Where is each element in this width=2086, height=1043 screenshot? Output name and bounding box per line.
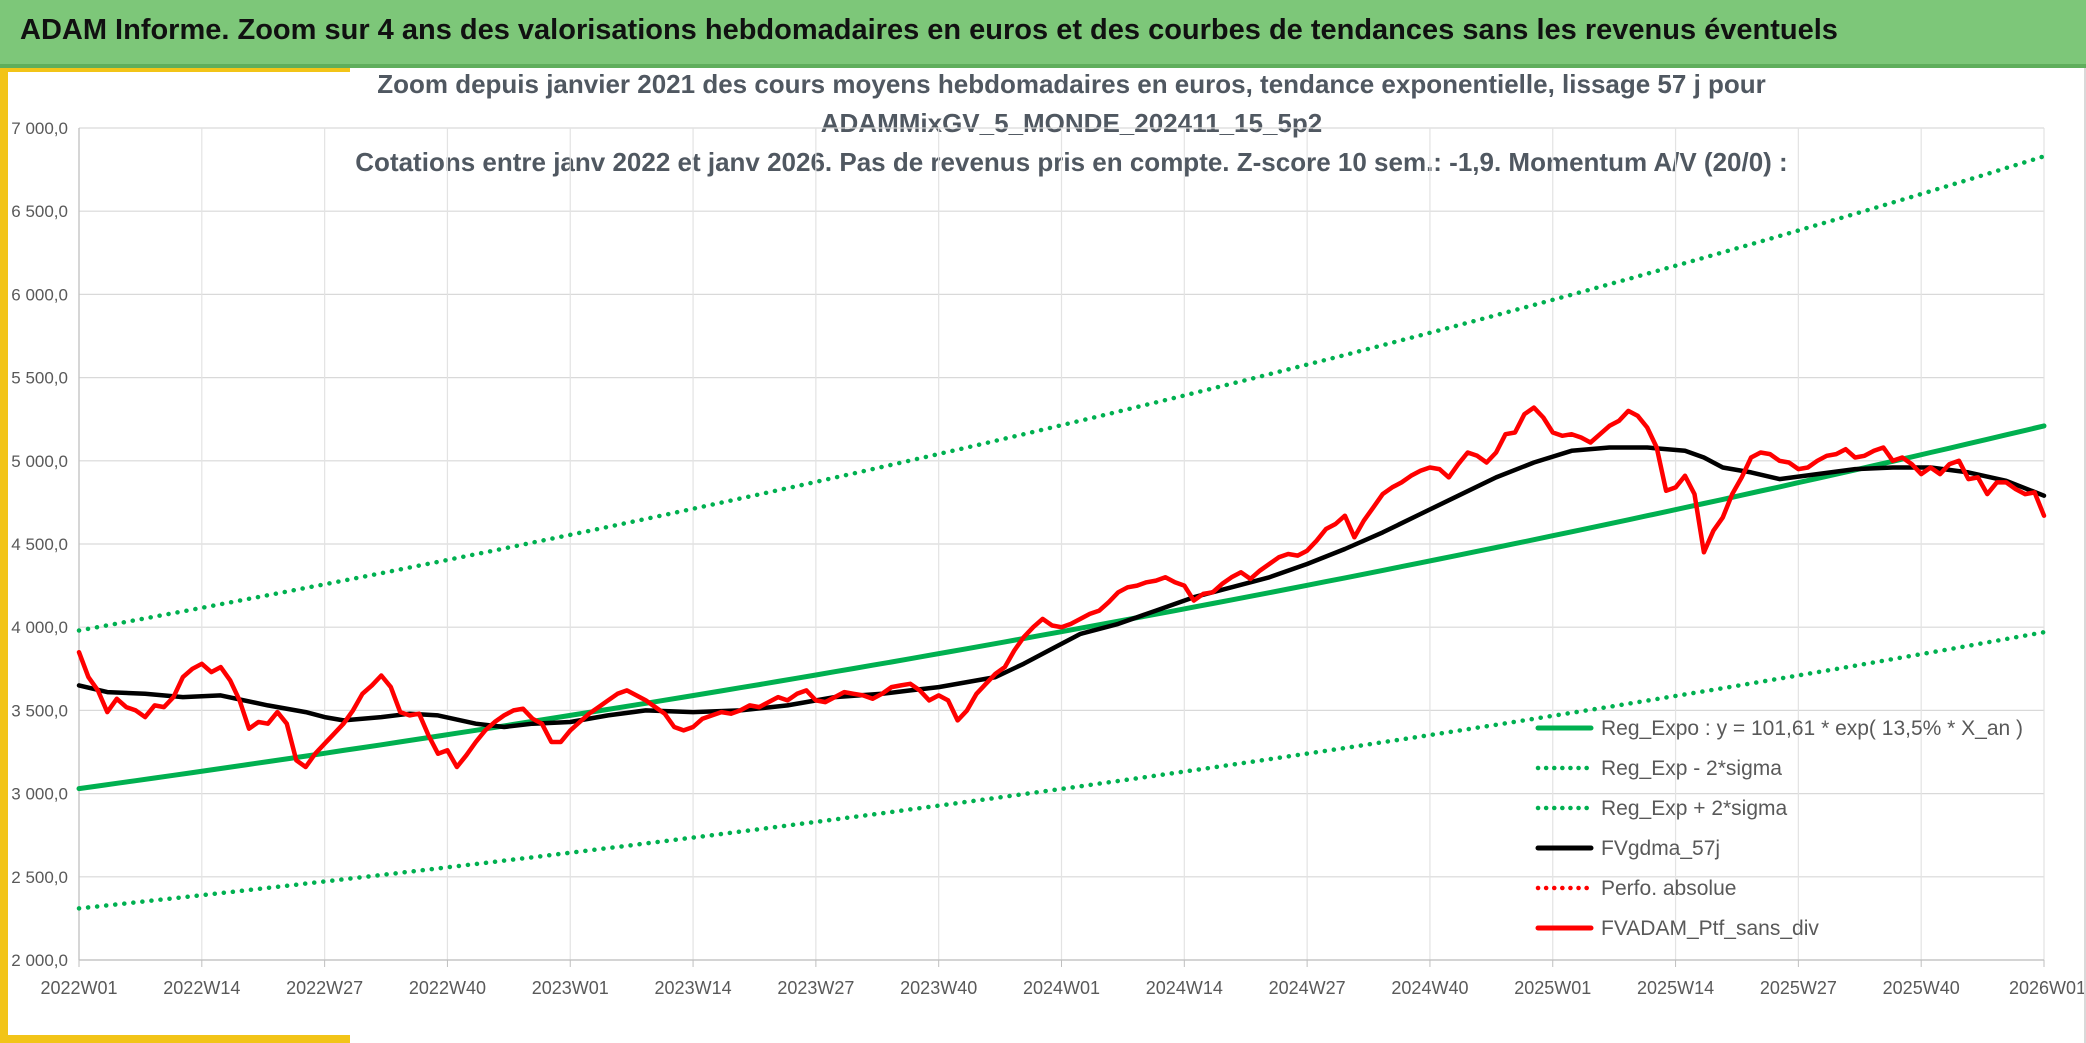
x-tick-label: 2023W01 — [532, 978, 609, 998]
x-tick-label: 2022W40 — [409, 978, 486, 998]
x-tick-label: 2024W14 — [1146, 978, 1223, 998]
series-line-3 — [76, 445, 2047, 730]
y-tick-label: 2 000,0 — [11, 951, 68, 970]
x-tick-label: 2025W27 — [1760, 978, 1837, 998]
x-tick-label: 2024W27 — [1269, 978, 1346, 998]
x-tick-label: 2024W01 — [1023, 978, 1100, 998]
y-tick-label: 5 000,0 — [11, 452, 68, 471]
legend-label-3: FVgdma_57j — [1601, 837, 1720, 860]
y-tick-label: 4 000,0 — [11, 618, 68, 637]
x-tick-label: 2026W01 — [2009, 978, 2084, 998]
accent-bar-bottom — [0, 1035, 350, 1043]
x-tick-label: 2022W27 — [286, 978, 363, 998]
y-tick-label: 2 500,0 — [11, 868, 68, 887]
x-tick-label: 2023W40 — [900, 978, 977, 998]
accent-bar-top — [0, 68, 350, 72]
legend-label-5: FVADAM_Ptf_sans_div — [1601, 917, 1819, 940]
x-tick-label: 2023W14 — [655, 978, 732, 998]
y-tick-label: 3 000,0 — [11, 785, 68, 804]
y-tick-label: 4 500,0 — [11, 535, 68, 554]
y-tick-label: 3 500,0 — [11, 701, 68, 720]
y-tick-label: 6 000,0 — [11, 285, 68, 304]
legend-label-2: Reg_Exp + 2*sigma — [1601, 797, 1788, 820]
banner-title: ADAM Informe. Zoom sur 4 ans des valoris… — [20, 14, 1838, 46]
x-tick-label: 2022W14 — [163, 978, 240, 998]
y-tick-label: 6 500,0 — [11, 202, 68, 221]
y-tick-label: 5 500,0 — [11, 369, 68, 388]
legend-label-4: Perfo. absolue — [1601, 877, 1736, 900]
header-banner: ADAM Informe. Zoom sur 4 ans des valoris… — [0, 0, 2086, 68]
chart-title-line-2: ADAMMixGV_5_MONDE_202411_15_5p2 — [821, 108, 1322, 138]
x-tick-label: 2024W40 — [1391, 978, 1468, 998]
y-tick-label: 7 000,0 — [11, 119, 68, 138]
legend-label-1: Reg_Exp - 2*sigma — [1601, 757, 1782, 780]
chart-frame: Zoom depuis janvier 2021 des cours moyen… — [0, 68, 2086, 1043]
x-tick-label: 2022W01 — [40, 978, 117, 998]
chart-title-line-1: Zoom depuis janvier 2021 des cours moyen… — [377, 69, 1766, 99]
x-tick-label: 2025W14 — [1637, 978, 1714, 998]
chart-title-line-3: Cotations entre janv 2022 et janv 2026. … — [355, 147, 1787, 177]
series-line-1 — [76, 629, 2047, 911]
legend-label-0: Reg_Expo : y = 101,61 * exp( 13,5% * X_a… — [1601, 717, 2023, 740]
series-line-0 — [76, 423, 2047, 792]
chart-svg: Zoom depuis janvier 2021 des cours moyen… — [11, 69, 2084, 998]
x-tick-label: 2023W27 — [777, 978, 854, 998]
x-tick-label: 2025W01 — [1514, 978, 1591, 998]
x-tick-label: 2025W40 — [1883, 978, 1960, 998]
series-line-5 — [76, 405, 2047, 770]
